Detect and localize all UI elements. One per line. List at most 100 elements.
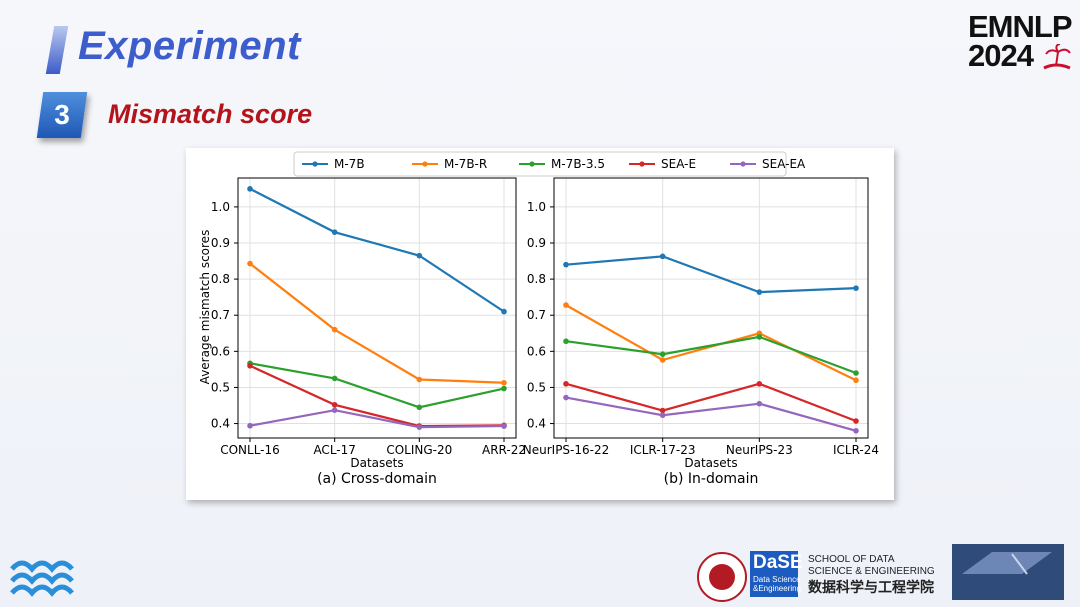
data-point-sea-ea bbox=[853, 427, 859, 434]
legend-marker-m-7b-r bbox=[422, 161, 428, 167]
x-axis-label: Datasets bbox=[350, 456, 403, 470]
legend-marker-sea-ea bbox=[740, 161, 746, 167]
legend-label-sea-e: SEA-E bbox=[661, 157, 696, 171]
page-title: Experiment bbox=[78, 24, 301, 68]
data-point-sea-e bbox=[659, 407, 666, 414]
data-point-m-7b-r bbox=[563, 302, 569, 308]
y-tick-label: 0.6 bbox=[211, 344, 230, 358]
legend-marker-sea-e bbox=[639, 161, 645, 167]
section-title: Mismatch score bbox=[108, 99, 313, 129]
x-tick-label: CONLL-16 bbox=[220, 443, 280, 457]
data-point-m-7b-r bbox=[247, 260, 253, 267]
y-tick-label: 0.8 bbox=[211, 272, 230, 286]
section-number-badge: 3 bbox=[36, 92, 88, 138]
section-number: 3 bbox=[54, 99, 70, 130]
x-tick-label: ACL-17 bbox=[313, 443, 355, 457]
y-tick-label: 0.8 bbox=[527, 272, 546, 286]
school-name-line1: SCHOOL OF DATA bbox=[808, 554, 895, 565]
panel-caption: (a) Cross-domain bbox=[317, 471, 437, 487]
x-tick-label: ARR-22 bbox=[482, 443, 526, 457]
x-axis-label: Datasets bbox=[684, 456, 737, 470]
series-line-sea-ea bbox=[565, 396, 857, 432]
x-tick-label: NeurIPS-23 bbox=[726, 443, 793, 457]
data-point-sea-ea bbox=[659, 412, 666, 419]
legend-label-m-7b-3.5: M-7B-3.5 bbox=[551, 157, 605, 171]
conference-year: 2024 bbox=[968, 38, 1034, 73]
university-seal-icon bbox=[697, 552, 747, 602]
data-point-sea-e bbox=[563, 381, 569, 387]
data-point-m-7b-3.5 bbox=[331, 375, 338, 382]
data-point-m-7b-r bbox=[659, 357, 666, 363]
series-line-m-7b-r bbox=[249, 262, 505, 384]
data-point-sea-e bbox=[756, 381, 763, 387]
data-point-sea-ea bbox=[563, 394, 569, 401]
series-line-m-7b bbox=[249, 187, 505, 313]
school-name: SCHOOL OF DATA SCIENCE & ENGINEERING 数据科… bbox=[808, 554, 935, 596]
data-point-m-7b bbox=[416, 252, 423, 259]
plot-frame bbox=[237, 177, 517, 439]
series-line-m-7b-3.5 bbox=[565, 335, 857, 375]
plot-frame bbox=[553, 177, 869, 439]
data-point-m-7b-3.5 bbox=[756, 334, 763, 340]
dase-logo-text: DaSE bbox=[753, 552, 803, 573]
y-tick-label: 0.4 bbox=[211, 417, 230, 431]
y-tick-label: 1.0 bbox=[211, 200, 230, 214]
data-point-sea-e bbox=[247, 362, 253, 369]
data-point-m-7b bbox=[247, 186, 253, 192]
legend-marker-m-7b-3.5 bbox=[529, 161, 535, 167]
data-point-sea-ea bbox=[416, 424, 423, 430]
line-chart: M-7B M-7B-R M-7B-3.5 SEA-E SEA-EA Average mis… bbox=[198, 151, 879, 487]
data-point-m-7b bbox=[331, 229, 338, 235]
data-point-sea-e bbox=[853, 418, 859, 424]
palm-tree-icon bbox=[1043, 44, 1071, 70]
x-tick-label: NeurIPS-16-22 bbox=[523, 443, 610, 457]
data-point-sea-ea bbox=[331, 407, 338, 413]
series-line-m-7b-3.5 bbox=[249, 362, 505, 409]
panel-caption: (b) In-domain bbox=[664, 471, 759, 487]
y-tick-label: 0.7 bbox=[527, 308, 546, 322]
data-point-m-7b-r bbox=[331, 326, 338, 333]
legend-label-m-7b-r: M-7B-R bbox=[444, 157, 487, 171]
school-name-cn: 数据科学与工程学院 bbox=[808, 579, 934, 595]
y-tick-label: 0.6 bbox=[527, 344, 546, 358]
y-axis-label: Average mismatch scores bbox=[198, 230, 212, 385]
data-point-m-7b bbox=[659, 253, 666, 260]
dase-logo-sub1: Data Science bbox=[753, 575, 801, 584]
data-point-m-7b bbox=[853, 285, 859, 291]
data-point-sea-ea bbox=[756, 400, 763, 407]
ai-lab-logo bbox=[952, 544, 1064, 600]
data-point-m-7b-3.5 bbox=[416, 404, 423, 411]
data-point-m-7b bbox=[501, 308, 507, 315]
data-point-m-7b bbox=[756, 289, 763, 295]
y-tick-label: 0.9 bbox=[527, 236, 546, 250]
data-point-sea-e bbox=[331, 401, 338, 408]
y-tick-label: 0.7 bbox=[211, 308, 230, 322]
data-point-m-7b-3.5 bbox=[563, 338, 569, 345]
y-tick-label: 0.5 bbox=[527, 380, 546, 394]
data-point-m-7b bbox=[563, 261, 569, 268]
legend-label-m-7b: M-7B bbox=[334, 157, 365, 171]
dase-logo-sub2: &Engineering bbox=[753, 584, 802, 593]
data-point-m-7b-3.5 bbox=[501, 385, 507, 392]
data-point-m-7b-3.5 bbox=[659, 351, 666, 358]
conference-name: EMNLP bbox=[968, 9, 1073, 44]
data-point-sea-ea bbox=[501, 423, 507, 429]
conference-logo: EMNLP 2024 bbox=[968, 9, 1073, 73]
legend-label-sea-ea: SEA-EA bbox=[762, 157, 806, 171]
figure-panel: M-7B M-7B-R M-7B-3.5 SEA-E SEA-EA Average mis… bbox=[186, 148, 894, 500]
dase-logo: DaSE Data Science &Engineering bbox=[750, 551, 803, 597]
data-point-m-7b-r bbox=[501, 379, 507, 386]
legend-marker-m-7b bbox=[312, 161, 318, 167]
x-tick-label: COLING-20 bbox=[386, 443, 452, 457]
y-tick-label: 0.5 bbox=[211, 380, 230, 394]
x-tick-label: ICLR-17-23 bbox=[630, 443, 696, 457]
series-line-m-7b bbox=[565, 255, 857, 294]
x-tick-label: ICLR-24 bbox=[833, 443, 879, 457]
series-line-sea-ea bbox=[249, 409, 505, 429]
y-tick-label: 0.9 bbox=[211, 236, 230, 250]
y-tick-label: 0.4 bbox=[527, 417, 546, 431]
series-line-m-7b-r bbox=[565, 304, 857, 382]
wave-logo-icon bbox=[10, 560, 74, 597]
data-point-sea-ea bbox=[247, 422, 253, 429]
title-accent-bar bbox=[45, 26, 69, 74]
